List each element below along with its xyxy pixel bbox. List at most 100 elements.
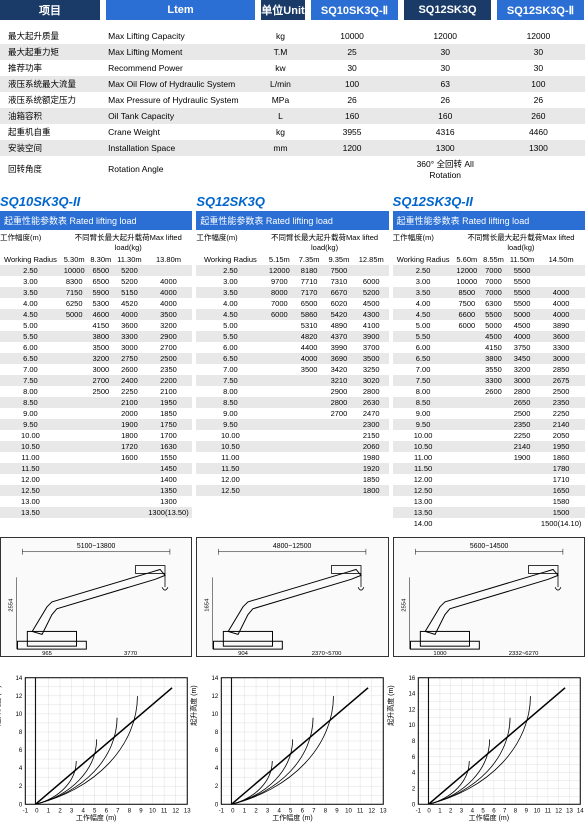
load-val xyxy=(294,441,324,452)
load-val xyxy=(294,430,324,441)
load-val xyxy=(61,507,88,518)
load-val: 7150 xyxy=(61,287,88,298)
load-tables-section: SQ10SK3Q-II 起重性能参数表 Rated lifting load 工… xyxy=(0,192,585,529)
svg-text:9: 9 xyxy=(524,808,528,814)
load-val: 3600 xyxy=(537,331,585,342)
load-val: 3800 xyxy=(88,331,115,342)
load-val xyxy=(454,441,481,452)
load-col: 8.55m xyxy=(480,254,507,265)
load-val: 5200 xyxy=(114,265,145,276)
load-wr: 11.50 xyxy=(393,463,454,474)
svg-text:13: 13 xyxy=(566,808,573,814)
load-val: 7710 xyxy=(294,276,324,287)
dim-base: 965 xyxy=(42,651,53,656)
spec-en: Oil Tank Capacity xyxy=(100,108,255,124)
load-val: 8500 xyxy=(454,287,481,298)
dim-h: 2554 xyxy=(9,598,15,612)
load-wr: 8.50 xyxy=(393,397,454,408)
load-val: 4000 xyxy=(537,287,585,298)
load-val: 3990 xyxy=(324,342,354,353)
load-val: 4000 xyxy=(537,309,585,320)
load-val: 3000 xyxy=(537,353,585,364)
spec-v2: 26 xyxy=(399,92,492,108)
load-val xyxy=(454,342,481,353)
load-val: 1850 xyxy=(354,474,389,485)
load-val: 1450 xyxy=(145,463,193,474)
load-val: 1950 xyxy=(145,397,193,408)
load-val xyxy=(454,507,481,518)
dim-top: 4800~12500 xyxy=(273,543,312,550)
load-val xyxy=(88,430,115,441)
load-col: 11.30m xyxy=(114,254,145,265)
svg-text:16: 16 xyxy=(408,676,415,682)
load-val: 2400 xyxy=(114,375,145,386)
load-val xyxy=(454,430,481,441)
load-val xyxy=(480,474,507,485)
svg-text:8: 8 xyxy=(215,730,219,736)
svg-text:10: 10 xyxy=(533,808,540,814)
spec-unit: T.M xyxy=(255,44,305,60)
spec-en: Max Oil Flow of Hydraulic System xyxy=(100,76,255,92)
load-val: 4300 xyxy=(354,309,389,320)
svg-text:9: 9 xyxy=(139,808,143,814)
load-val xyxy=(507,496,538,507)
load-val: 3500 xyxy=(88,342,115,353)
load-val xyxy=(454,463,481,474)
svg-text:8: 8 xyxy=(19,730,23,736)
load-val: 1700 xyxy=(145,430,193,441)
load-val: 2700 xyxy=(88,375,115,386)
sub-header: 工作幅度(m)不同臂长最大起升载荷Max lifted load(kg) xyxy=(393,230,585,254)
load-val: 1750 xyxy=(145,419,193,430)
load-wr: 9.50 xyxy=(196,419,264,430)
spec-cn: 回转角度 xyxy=(0,156,100,182)
spec-v1: 10000 xyxy=(305,28,398,44)
svg-text:14: 14 xyxy=(577,808,584,814)
load-val: 1500 xyxy=(537,507,585,518)
load-val: 1920 xyxy=(354,463,389,474)
load-val xyxy=(264,419,294,430)
load-val: 1720 xyxy=(114,441,145,452)
load-val: 2600 xyxy=(480,386,507,397)
load-val xyxy=(480,485,507,496)
load-val xyxy=(454,331,481,342)
load-val: 7000 xyxy=(480,287,507,298)
load-val xyxy=(480,397,507,408)
load-val: 2675 xyxy=(537,375,585,386)
svg-text:1: 1 xyxy=(47,808,51,814)
load-val: 5860 xyxy=(294,309,324,320)
wr-head: Working Radius xyxy=(393,254,454,265)
load-val: 6500 xyxy=(88,276,115,287)
load-val xyxy=(114,496,145,507)
load-wr: 13.50 xyxy=(393,507,454,518)
load-val xyxy=(88,441,115,452)
load-wr: 8.00 xyxy=(196,386,264,397)
load-val xyxy=(480,507,507,518)
load-val xyxy=(480,430,507,441)
spec-cn: 最大起升质量 xyxy=(0,28,100,44)
load-table: Working Radius5.15m7.35m9.35m12.85m 2.50… xyxy=(196,254,388,496)
load-val: 3500 xyxy=(354,353,389,364)
load-col: 9.35m xyxy=(324,254,354,265)
load-val: 3900 xyxy=(354,331,389,342)
load-wr: 5.00 xyxy=(0,320,61,331)
load-val xyxy=(61,430,88,441)
load-val: 2300 xyxy=(354,419,389,430)
load-val xyxy=(88,474,115,485)
load-val: 3000 xyxy=(88,364,115,375)
load-wr: 3.00 xyxy=(196,276,264,287)
load-val: 3000 xyxy=(114,342,145,353)
load-wr: 5.00 xyxy=(196,320,264,331)
load-table: Working Radius5.30m8.30m11.30m13.80m 2.5… xyxy=(0,254,192,518)
dim-baseR: 3770 xyxy=(124,651,138,656)
load-val: 8180 xyxy=(294,265,324,276)
load-val: 3500 xyxy=(145,309,193,320)
load-val xyxy=(264,430,294,441)
load-val: 5200 xyxy=(114,276,145,287)
spec-v1: 160 xyxy=(305,108,398,124)
crane-svg: 5100~13800 2554 965 3770 xyxy=(1,538,191,656)
load-val: 2630 xyxy=(354,397,389,408)
load-wr: 13.00 xyxy=(393,496,454,507)
svg-text:6: 6 xyxy=(215,748,219,754)
load-val: 3020 xyxy=(354,375,389,386)
load-val: 1710 xyxy=(537,474,585,485)
